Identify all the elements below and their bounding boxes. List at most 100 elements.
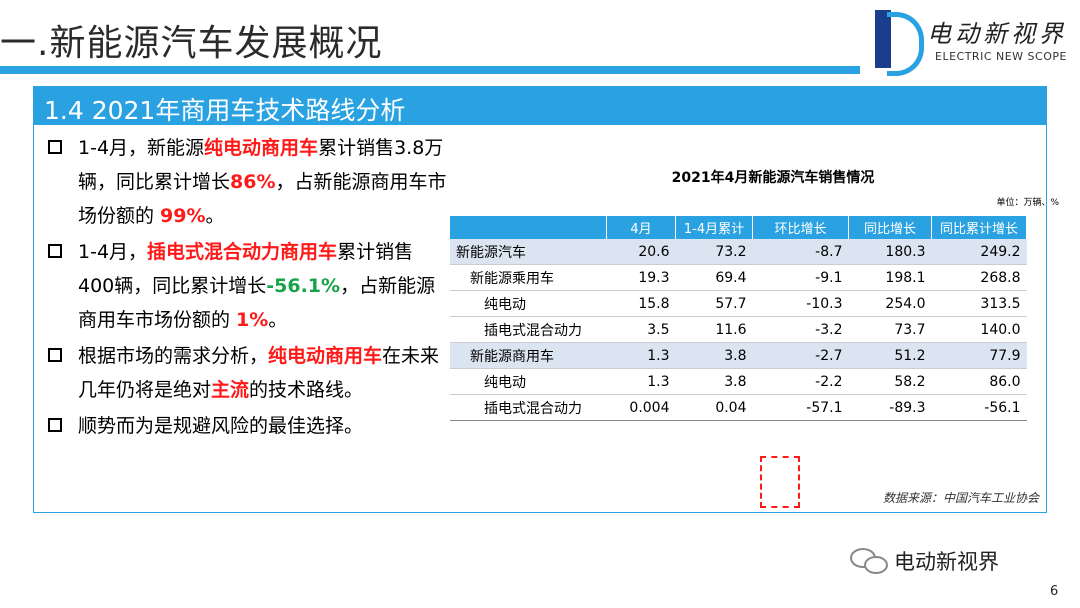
bullet-highlight: 1%	[236, 309, 269, 331]
bullet-text: 的技术路线。	[249, 379, 364, 401]
column-header: 同比累计增长	[931, 216, 1027, 239]
table-cell: -3.2	[752, 316, 849, 343]
title-underline	[0, 66, 860, 74]
bullet-item: 根据市场的需求分析，纯电动商用车在未来几年仍将是绝对主流的技术路线。	[48, 339, 448, 407]
column-header: 同比增长	[848, 216, 932, 239]
row-label: 纯电动	[450, 368, 607, 395]
column-header: 4月	[606, 216, 676, 239]
table-row: 新能源汽车 20.6 73.2 -8.7 180.3 249.2	[450, 239, 1027, 265]
table-title: 2021年4月新能源汽车销售情况	[671, 170, 875, 186]
bullet-highlight: 纯电动商用车	[268, 345, 383, 367]
table-cell: -2.7	[752, 342, 849, 369]
row-label: 纯电动	[450, 290, 607, 317]
bullet-text: 1-4月，	[78, 241, 148, 263]
bullet-list: 1-4月，新能源纯电动商用车累计销售3.8万辆，同比累计增长86%，占新能源商用…	[48, 131, 448, 445]
table-header-row: 4月 1-4月累计 环比增长 同比增长 同比累计增长	[450, 216, 1027, 239]
table-cell: 3.8	[675, 342, 753, 369]
table-cell: 11.6	[675, 316, 753, 343]
bullet-text: 根据市场的需求分析，	[78, 345, 269, 367]
table-cell: 51.2	[848, 342, 932, 369]
table-cell: 198.1	[848, 264, 932, 291]
table-cell: 1.3	[606, 342, 676, 369]
page-number: 6	[1050, 584, 1059, 599]
bullet-highlight: 纯电动商用车	[204, 137, 319, 159]
row-label: 新能源商用车	[450, 342, 607, 369]
square-bullet-icon	[48, 140, 62, 154]
bullet-highlight: 插电式混合动力商用车	[147, 241, 338, 263]
logo-text-en: ELECTRIC NEW SCOPE	[935, 50, 1067, 63]
column-header	[450, 216, 607, 239]
square-bullet-icon	[48, 244, 62, 258]
square-bullet-icon	[48, 348, 62, 362]
table-row: 新能源商用车 1.3 3.8 -2.7 51.2 77.9	[450, 342, 1027, 369]
bullet-item: 1-4月，插电式混合动力商用车累计销售400辆，同比累计增长-56.1%，占新能…	[48, 235, 448, 337]
bullet-text: 累计销售3.8万辆，同比累计增长	[78, 137, 444, 193]
table-cell: 140.0	[931, 316, 1027, 343]
table-cell: 58.2	[848, 368, 932, 395]
table-row: 插电式混合动力 0.004 0.04 -57.1 -89.3 -56.1	[450, 394, 1027, 421]
table-cell: 86.0	[931, 368, 1027, 395]
table-cell: 73.7	[848, 316, 932, 343]
brand-logo: 电动新视界 ELECTRIC NEW SCOPE	[865, 6, 1080, 76]
table-row: 纯电动 15.8 57.7 -10.3 254.0 313.5	[450, 290, 1027, 317]
table-cell: 69.4	[675, 264, 753, 291]
square-bullet-icon	[48, 418, 62, 432]
sales-table: 4月 1-4月累计 环比增长 同比增长 同比累计增长 新能源汽车 20.6 73.2…	[450, 216, 1027, 421]
table-cell: -56.1	[931, 394, 1027, 421]
data-source: 数据来源：中国汽车工业协会	[882, 491, 1039, 505]
bullet-text: 。	[205, 205, 225, 227]
bullet-text: ，占新能源商用车市场份额的	[78, 171, 447, 227]
table-cell: 57.7	[675, 290, 753, 317]
bullet-highlight: 主流	[211, 379, 250, 401]
bullet-text: 1-4月，新能源	[78, 137, 205, 159]
wechat-watermark: 电动新视界	[850, 542, 1055, 578]
table-cell: 0.04	[675, 394, 753, 421]
table-cell: -89.3	[848, 394, 932, 421]
page-title: 一.新能源汽车发展概况	[0, 23, 383, 64]
table-row: 纯电动 1.3 3.8 -2.2 58.2 86.0	[450, 368, 1027, 395]
bullet-text: 累计销售400辆，同比累计增长	[78, 241, 414, 297]
table-cell: 268.8	[931, 264, 1027, 291]
table-cell: 254.0	[848, 290, 932, 317]
section-title: 1.4 2021年商用车技术路线分析	[44, 96, 406, 125]
bullet-item: 1-4月，新能源纯电动商用车累计销售3.8万辆，同比累计增长86%，占新能源商用…	[48, 131, 448, 233]
row-label: 新能源汽车	[450, 239, 607, 265]
table-cell: -57.1	[752, 394, 849, 421]
table-cell: 3.8	[675, 368, 753, 395]
table-cell: 19.3	[606, 264, 676, 291]
bullet-item: 顺势而为是规避风险的最佳选择。	[48, 409, 448, 443]
table-cell: 313.5	[931, 290, 1027, 317]
highlight-box	[760, 456, 800, 508]
table-cell: -8.7	[752, 239, 849, 265]
bullet-highlight: 99%	[160, 205, 206, 227]
table-cell: 1.3	[606, 368, 676, 395]
row-label: 插电式混合动力	[450, 394, 607, 421]
table-cell: -9.1	[752, 264, 849, 291]
table-cell: 3.5	[606, 316, 676, 343]
table-cell: 77.9	[931, 342, 1027, 369]
table-cell: 20.6	[606, 239, 676, 265]
table-cell: -10.3	[752, 290, 849, 317]
bullet-highlight: 86%	[230, 171, 276, 193]
column-header: 1-4月累计	[675, 216, 753, 239]
row-label: 插电式混合动力	[450, 316, 607, 343]
table-cell: 15.8	[606, 290, 676, 317]
bullet-text: ，占新能源商用车市场份额的	[78, 275, 436, 331]
table-cell: 180.3	[848, 239, 932, 265]
logo-d-icon	[887, 12, 924, 76]
table-row: 插电式混合动力 3.5 11.6 -3.2 73.7 140.0	[450, 316, 1027, 343]
section-header: 1.4 2021年商用车技术路线分析	[34, 87, 1046, 125]
table-cell: 249.2	[931, 239, 1027, 265]
watermark-text: 电动新视界	[894, 550, 999, 574]
table-unit: 单位：万辆、%	[996, 198, 1059, 208]
content-panel: 1.4 2021年商用车技术路线分析 1-4月，新能源纯电动商用车累计销售3.8…	[33, 86, 1059, 513]
bullet-text: 在未来几年仍将是绝对	[78, 345, 440, 401]
bullet-text: 顺势而为是规避风险的最佳选择。	[78, 415, 364, 437]
table-cell: -2.2	[752, 368, 849, 395]
bullet-highlight: -56.1%	[266, 275, 341, 297]
logo-text-cn: 电动新视界	[927, 20, 1067, 48]
bullet-text: 。	[268, 309, 288, 331]
table-row: 新能源乘用车 19.3 69.4 -9.1 198.1 268.8	[450, 264, 1027, 291]
table-cell: 0.004	[606, 394, 676, 421]
table-cell: 73.2	[675, 239, 753, 265]
